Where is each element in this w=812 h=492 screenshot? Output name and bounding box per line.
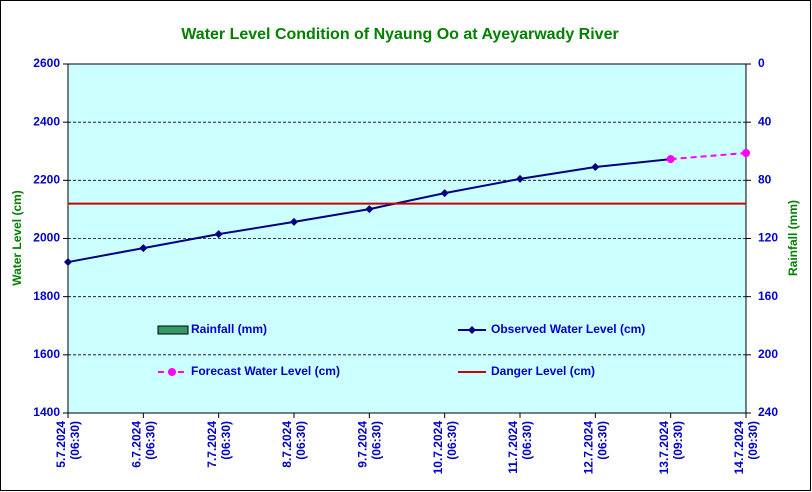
y2-tick-label: 0: [758, 56, 765, 70]
point: [365, 205, 374, 214]
x-tick-label: (06:30): [219, 421, 233, 460]
point: [742, 148, 750, 157]
y2-tick-label: 200: [758, 347, 778, 361]
point: [214, 230, 223, 239]
x-tick-label: 7.7.2024: [205, 421, 219, 468]
point: [516, 174, 524, 183]
point: [64, 258, 72, 267]
y2-tick-label: 160: [758, 289, 778, 303]
x-tick-label: 5.7.2024: [54, 421, 68, 468]
y-tick-label: 2600: [33, 56, 60, 70]
point: [666, 155, 675, 164]
x-tick-label: (06:30): [294, 421, 308, 460]
y2-tick-label: 240: [758, 405, 778, 419]
chart-title: Water Level Condition of Nyaung Oo at Ay…: [181, 26, 618, 43]
x-tick-label: (06:30): [144, 421, 158, 460]
y-axis-title: Water Level (cm): [10, 190, 24, 286]
x-tick-label: (09:30): [671, 421, 685, 460]
point: [440, 189, 449, 198]
legend-label: Rainfall (mm): [191, 322, 267, 336]
y-tick-label: 1600: [33, 347, 60, 361]
x-tick-label: (09:30): [746, 421, 760, 460]
point: [290, 217, 298, 226]
x-tick-label: (06:30): [68, 421, 82, 460]
legend-label: Danger Level (cm): [491, 364, 595, 378]
x-tick-label: 13.7.2024: [657, 421, 671, 475]
x-tick-label: 10.7.2024: [431, 421, 445, 475]
y-tick-label: 1400: [33, 405, 60, 419]
x-tick-label: 9.7.2024: [356, 421, 370, 468]
series-line: [670, 151, 747, 161]
x-tick-label: 12.7.2024: [582, 421, 596, 475]
x-tick-label: (06:30): [370, 421, 384, 460]
x-tick-label: (06:30): [445, 421, 459, 460]
y-tick-label: 2400: [33, 114, 60, 128]
legend-marker: [168, 368, 176, 376]
y-tick-label: 2000: [33, 231, 60, 245]
legend-marker: [468, 326, 476, 334]
y2-tick-label: 40: [758, 114, 772, 128]
point: [591, 162, 600, 171]
x-tick-label: 8.7.2024: [280, 421, 294, 468]
x-tick-label: 6.7.2024: [130, 421, 144, 468]
x-tick-label: (06:30): [596, 421, 610, 460]
y2-axis-title: Rainfall (mm): [786, 200, 800, 276]
legend-label: Observed Water Level (cm): [491, 322, 645, 336]
legend-label: Forecast Water Level (cm): [191, 364, 340, 378]
y2-tick-label: 120: [758, 231, 778, 245]
point: [139, 244, 148, 253]
y-tick-label: 1800: [33, 289, 60, 303]
x-tick-label: 11.7.2024: [506, 421, 520, 474]
x-tick-label: 14.7.2024: [732, 421, 746, 475]
legend-swatch: [157, 325, 189, 335]
y2-tick-label: 80: [758, 173, 772, 187]
x-tick-label: (06:30): [520, 421, 534, 460]
y-tick-label: 2200: [33, 173, 60, 187]
